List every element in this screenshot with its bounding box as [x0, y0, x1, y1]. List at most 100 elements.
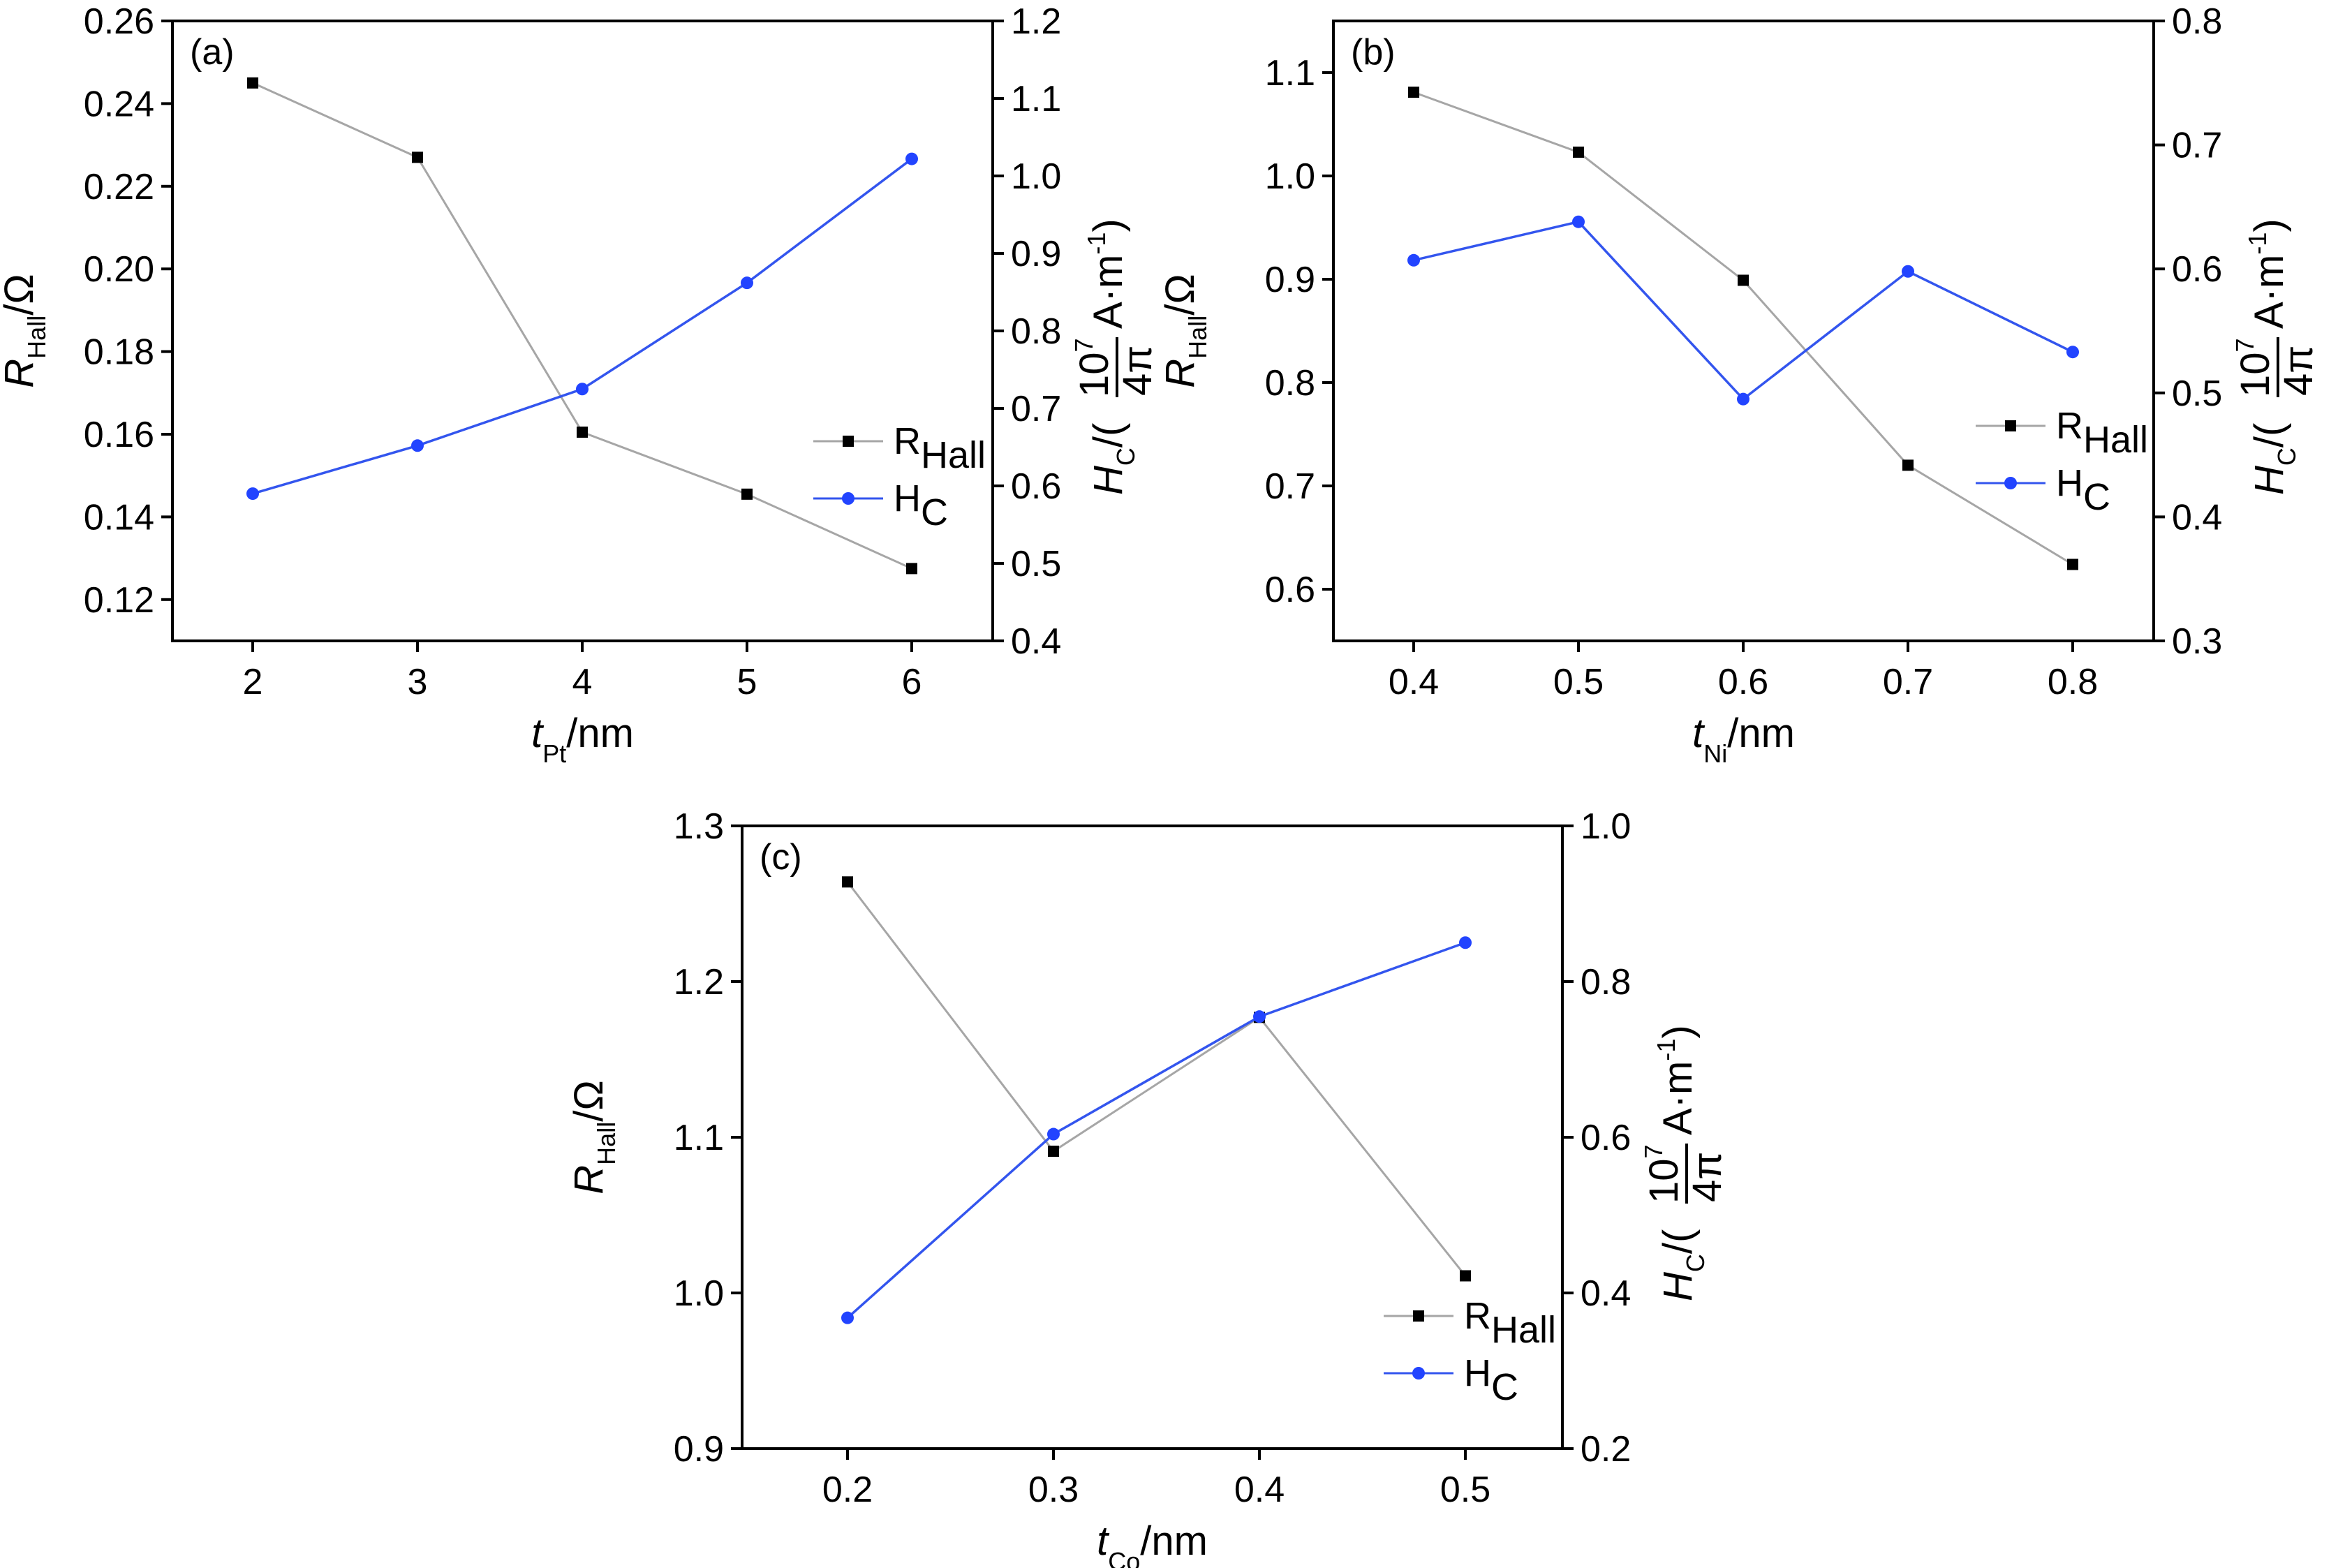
- y-right-axis-label-main: HC/(: [1086, 423, 1140, 495]
- y-left-tick-label: 1.3: [674, 806, 724, 847]
- data-point-r-hall: [1573, 146, 1584, 158]
- x-tick-label: 0.7: [1883, 662, 1933, 702]
- legend-marker: [2004, 477, 2017, 489]
- data-point-h-c: [2066, 346, 2079, 359]
- x-tick-label: 0.5: [1440, 1470, 1490, 1510]
- y-right-tick-label: 1.2: [1011, 1, 1061, 42]
- y-left-axis-label: RHall/Ω: [566, 1080, 621, 1194]
- y-left-tick-label: 0.22: [84, 167, 154, 207]
- y-right-tick-label: 0.7: [2172, 126, 2222, 166]
- y-left-tick-label: 0.18: [84, 332, 154, 373]
- y-right-tick-label: 0.8: [1011, 311, 1061, 352]
- y-right-tick-label: 0.2: [1581, 1429, 1631, 1470]
- y-right-axis-frac-num: 107: [1639, 1144, 1687, 1204]
- y-left-tick-label: 0.8: [1265, 363, 1315, 404]
- y-left-tick-label: 0.12: [84, 580, 154, 621]
- data-point-r-hall: [842, 876, 853, 888]
- data-point-r-hall: [1902, 459, 1914, 471]
- data-point-h-c: [246, 487, 259, 501]
- y-left-tick-label: 0.9: [1265, 260, 1315, 300]
- x-tick-label: 0.6: [1718, 662, 1768, 702]
- data-point-r-hall: [741, 488, 753, 500]
- legend-marker: [1412, 1367, 1425, 1380]
- x-tick-label: 3: [408, 662, 428, 702]
- y-right-tick-label: 0.4: [1011, 621, 1061, 662]
- y-right-tick-label: 0.4: [2172, 497, 2222, 538]
- y-left-tick-label: 0.14: [84, 497, 154, 538]
- chart-panel-b: (b) 0.4 0.5 0.6 0.7 0.8 0.6 0.7 0.8 0.9 1.0 1.1 0.3 0…: [1157, 1, 2321, 768]
- legend-label: RHall: [1464, 1295, 1556, 1351]
- y-right-tick-label: 0.6: [1581, 1118, 1631, 1158]
- y-right-axis-unit: A·m-1): [1082, 219, 1131, 329]
- y-right-axis-label-main: HC/(: [2247, 423, 2301, 495]
- x-axis-label: tCo/nm: [1097, 1518, 1208, 1568]
- x-tick-label: 5: [737, 662, 757, 702]
- x-tick-label: 0.2: [822, 1470, 873, 1510]
- data-point-h-c: [1459, 936, 1472, 949]
- y-right-axis-unit: A·m-1): [1652, 1025, 1701, 1135]
- data-point-r-hall: [1738, 274, 1749, 286]
- y-left-tick-label: 0.9: [674, 1429, 724, 1470]
- legend-marker: [1413, 1310, 1424, 1322]
- y-left-axis-label: RHall/Ω: [0, 274, 51, 387]
- y-right-axis-unit: A·m-1): [2243, 219, 2292, 329]
- data-point-r-hall: [1408, 87, 1419, 98]
- x-tick-label: 6: [902, 662, 922, 702]
- y-right-tick-label: 0.6: [2172, 249, 2222, 290]
- y-right-tick-label: 0.7: [1011, 389, 1061, 429]
- x-tick-label: 0.5: [1553, 662, 1604, 702]
- data-point-h-c: [841, 1311, 854, 1324]
- y-left-tick-label: 0.16: [84, 415, 154, 455]
- y-left-tick-label: 1.0: [674, 1273, 724, 1314]
- data-point-h-c: [1253, 1010, 1266, 1023]
- y-left-tick-label: 1.1: [1265, 53, 1315, 94]
- y-left-tick-label: 1.2: [674, 962, 724, 1003]
- y-left-tick-label: 0.20: [84, 249, 154, 290]
- y-right-tick-label: 0.5: [2172, 373, 2222, 414]
- data-point-h-c: [411, 439, 424, 452]
- y-right-tick-label: 0.5: [1011, 544, 1061, 584]
- legend-marker: [2005, 420, 2016, 431]
- y-right-axis-frac-num: 107: [2230, 338, 2278, 397]
- data-point-h-c: [1902, 265, 1914, 278]
- y-right-tick-label: 0.9: [1011, 234, 1061, 274]
- data-point-h-c: [1407, 253, 1420, 267]
- legend-marker: [842, 492, 854, 505]
- data-point-h-c: [741, 276, 753, 290]
- y-right-axis-frac-den: 4π: [1115, 346, 1160, 396]
- data-point-r-hall: [412, 151, 423, 163]
- y-left-axis-label: RHall/Ω: [1157, 274, 1212, 387]
- data-point-r-hall: [2067, 559, 2078, 570]
- y-left-tick-label: 1.0: [1265, 156, 1315, 197]
- y-left-tick-label: 0.6: [1265, 570, 1315, 610]
- x-tick-label: 0.3: [1028, 1470, 1079, 1510]
- y-right-tick-label: 0.4: [1581, 1273, 1631, 1314]
- x-tick-label: 0.4: [1234, 1470, 1285, 1510]
- series-line-h-c: [846, 941, 1466, 1319]
- y-right-axis-frac-den: 4π: [2276, 346, 2321, 396]
- y-right-axis-frac-den: 4π: [1685, 1152, 1730, 1202]
- y-left-tick-label: 0.26: [84, 1, 154, 42]
- chart-panel-a: (a) 2 3 4 5 6 0.12 0.14 0.16 0.18 0.20 0.22 0.24 0.26…: [0, 1, 1160, 768]
- data-point-r-hall: [1048, 1146, 1059, 1157]
- data-point-r-hall: [906, 563, 917, 575]
- x-tick-label: 0.4: [1389, 662, 1439, 702]
- legend-label: RHall: [2056, 405, 2148, 461]
- legend-label: RHall: [894, 420, 986, 476]
- data-point-h-c: [1572, 215, 1585, 228]
- y-right-tick-label: 0.3: [2172, 621, 2222, 662]
- y-right-tick-label: 1.0: [1011, 156, 1061, 197]
- data-point-r-hall: [577, 427, 588, 438]
- data-point-r-hall: [247, 77, 258, 89]
- data-point-h-c: [1047, 1127, 1060, 1141]
- x-axis-label: tNi/nm: [1692, 711, 1795, 768]
- y-left-tick-label: 1.1: [674, 1118, 724, 1158]
- x-tick-label: 0.8: [2048, 662, 2098, 702]
- legend-label: HC: [894, 478, 948, 533]
- x-axis-label: tPt/nm: [531, 711, 634, 768]
